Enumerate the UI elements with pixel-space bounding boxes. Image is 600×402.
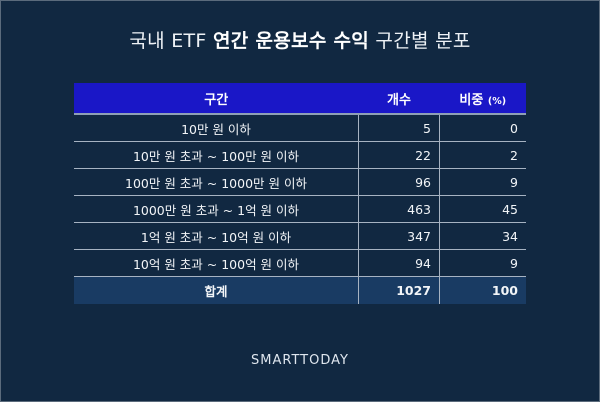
header-share: 비중 (%) — [439, 83, 526, 115]
page-title: 국내 ETF 연간 운용보수 수익 구간별 분포 — [0, 26, 600, 53]
total-count: 1027 — [358, 276, 440, 304]
cell-count: 5 — [358, 114, 440, 142]
cell-range: 10억 원 초과 ~ 100억 원 이하 — [74, 249, 359, 277]
table-row: 10억 원 초과 ~ 100억 원 이하 94 9 — [74, 249, 526, 277]
header-range: 구간 — [74, 83, 359, 115]
table-row: 100만 원 초과 ~ 1000만 원 이하 96 9 — [74, 168, 526, 196]
cell-share: 34 — [439, 222, 526, 250]
cell-range: 100만 원 초과 ~ 1000만 원 이하 — [74, 168, 359, 196]
cell-count: 96 — [358, 168, 440, 196]
cell-share: 9 — [439, 249, 526, 277]
table-row: 10만 원 이하 5 0 — [74, 114, 526, 142]
cell-count: 347 — [358, 222, 440, 250]
table-row: 10만 원 초과 ~ 100만 원 이하 22 2 — [74, 141, 526, 169]
header-count: 개수 — [358, 83, 440, 115]
title-prefix: 국내 ETF — [129, 30, 213, 52]
header-share-unit: (%) — [487, 95, 507, 107]
cell-range: 10만 원 이하 — [74, 114, 359, 142]
total-share: 100 — [439, 276, 526, 304]
title-suffix: 구간별 분포 — [369, 30, 471, 52]
total-label: 합계 — [74, 276, 359, 304]
table-row: 1000만 원 초과 ~ 1억 원 이하 463 45 — [74, 195, 526, 223]
cell-range: 10만 원 초과 ~ 100만 원 이하 — [74, 141, 359, 169]
cell-range: 1억 원 초과 ~ 10억 원 이하 — [74, 222, 359, 250]
title-emphasis: 연간 운용보수 수익 — [213, 30, 370, 52]
cell-range: 1000만 원 초과 ~ 1억 원 이하 — [74, 195, 359, 223]
cell-count: 22 — [358, 141, 440, 169]
table-header-row: 구간 개수 비중 (%) — [74, 83, 526, 115]
table-row: 1억 원 초과 ~ 10억 원 이하 347 34 — [74, 222, 526, 250]
brand-logo: SMARTTODAY — [251, 353, 349, 368]
cell-share: 0 — [439, 114, 526, 142]
total-row: 합계 1027 100 — [74, 276, 526, 304]
cell-share: 45 — [439, 195, 526, 223]
distribution-table: 구간 개수 비중 (%) 10만 원 이하 5 0 10만 원 초과 ~ 100… — [74, 83, 526, 304]
cell-share: 9 — [439, 168, 526, 196]
cell-count: 94 — [358, 249, 440, 277]
header-share-label: 비중 — [459, 92, 484, 108]
cell-share: 2 — [439, 141, 526, 169]
cell-count: 463 — [358, 195, 440, 223]
